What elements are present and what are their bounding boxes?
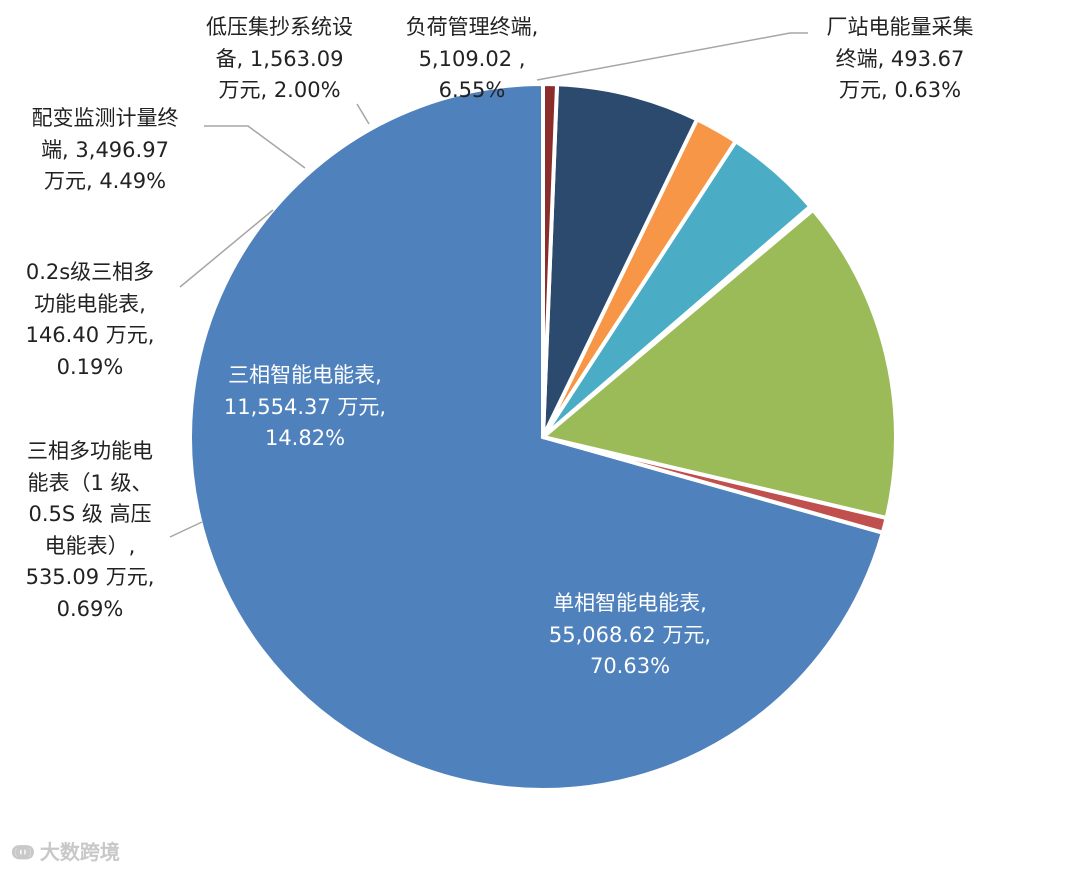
slice-label-line: 单相智能电能表,: [553, 591, 707, 615]
slice-label-5: 低压集抄系统设 备, 1,563.09 万元, 2.00%: [182, 12, 377, 107]
slice-label-1: 三相多功能电 能表（1 级、 0.5S 级 高压 电能表）, 535.09 万元, 0.6…: [0, 436, 180, 625]
slice-label-line: 备, 1,563.09: [215, 46, 344, 71]
slice-label-line: 低压集抄系统设: [206, 15, 353, 39]
slice-label-line: 端, 3,496.97: [41, 137, 169, 162]
leader-line-1: [169, 521, 203, 538]
pie-slice-6: [541, 82, 700, 439]
slice-label-line: 负荷管理终端,: [405, 15, 539, 39]
slice-label-line: 0.69%: [56, 596, 124, 621]
slice-label-line: 5,109.02 ,: [418, 46, 526, 71]
slice-label-line: 11,554.37 万元,: [223, 394, 387, 419]
slice-label-3: 0.2s级三相多 功能电能表, 146.40 万元, 0.19%: [0, 257, 180, 383]
slice-label-2: 三相智能电能表, 11,554.37 万元, 14.82%: [200, 360, 410, 455]
pie-slice-2: [541, 207, 898, 520]
leader-line-7: [536, 32, 808, 81]
slice-label-line: 70.63%: [589, 654, 671, 678]
slice-label-line: 万元, 2.00%: [218, 78, 341, 102]
slice-label-6: 负荷管理终端, 5,109.02 , 6.55%: [372, 12, 572, 107]
slice-label-line: 6.55%: [438, 78, 506, 102]
slice-label-line: 能表（1 级、: [27, 470, 153, 495]
leader-line-4: [204, 125, 306, 169]
slice-label-line: 万元, 4.49%: [43, 169, 167, 193]
slice-label-line: 14.82%: [264, 426, 346, 450]
slice-label-0: 单相智能电能表, 55,068.62 万元, 70.63%: [530, 588, 730, 683]
watermark: ↈ 大数跨境: [12, 836, 120, 865]
slice-label-line: 55,068.62 万元,: [548, 622, 712, 647]
slice-label-4: 配变监测计量终 端, 3,496.97 万元, 4.49%: [0, 103, 210, 198]
pie-slice-0: [188, 82, 885, 792]
slice-label-line: 功能电能表,: [34, 291, 146, 316]
leader-line-3: [179, 209, 274, 288]
leader-line-5: [356, 103, 370, 125]
watermark-text: 大数跨境: [39, 840, 120, 864]
slice-label-7: 厂站电能量采集 终端, 493.67 万元, 0.63%: [800, 12, 1000, 107]
slice-label-line: 146.40 万元,: [25, 323, 155, 347]
slice-label-line: 0.19%: [56, 354, 124, 379]
slice-label-line: 终端, 493.67: [835, 46, 965, 71]
slice-label-line: 万元, 0.63%: [838, 78, 962, 102]
slice-label-line: 0.5S 级 高压: [28, 502, 152, 526]
slice-label-line: 厂站电能量采集: [826, 15, 974, 39]
watermark-logo-icon: ↈ: [12, 840, 34, 864]
slice-label-line: 0.2s级三相多: [25, 260, 155, 284]
slice-label-line: 电能表）,: [44, 533, 136, 558]
slice-label-line: 三相多功能电: [27, 439, 153, 463]
slice-label-line: 配变监测计量终: [31, 106, 179, 130]
pie-slice-7: [541, 82, 560, 439]
slice-label-line: 三相智能电能表,: [228, 363, 382, 387]
slice-label-line: 535.09 万元,: [25, 565, 155, 589]
